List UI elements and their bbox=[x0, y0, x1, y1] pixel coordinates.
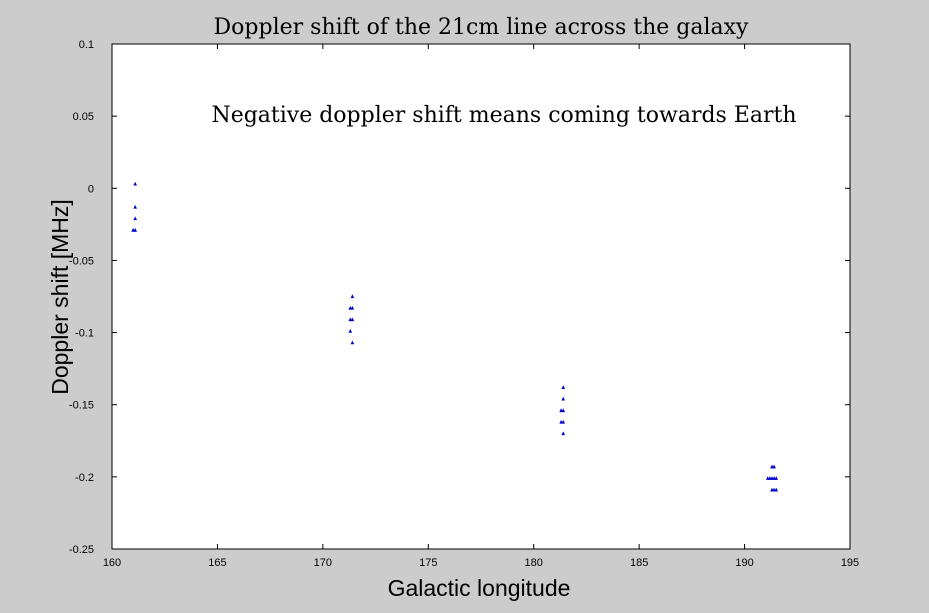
x-tick-label: 160 bbox=[103, 557, 121, 569]
y-tick-label: -0.15 bbox=[69, 400, 94, 412]
data-point bbox=[350, 340, 355, 345]
data-point bbox=[561, 385, 566, 389]
y-axis-label: Doppler shift [MHz] bbox=[47, 199, 73, 395]
y-tick-label: -0.25 bbox=[69, 544, 94, 556]
y-tick-label: -0.2 bbox=[75, 472, 94, 484]
plot-area bbox=[111, 43, 851, 550]
data-point bbox=[348, 328, 353, 333]
axis-ticks bbox=[111, 43, 851, 550]
data-point bbox=[772, 464, 776, 469]
data-point bbox=[133, 181, 137, 186]
data-point bbox=[561, 419, 566, 424]
axis-tick-labels: 160 165 170 175 180 185 190 195 -0.25 -0.2 -0.15 -0… bbox=[69, 39, 859, 569]
data-point bbox=[350, 305, 355, 310]
y-tick-label: 0 bbox=[88, 183, 94, 195]
chart-annotation: Negative doppler shift means coming towa… bbox=[211, 103, 796, 128]
data-point bbox=[561, 431, 566, 436]
data-point bbox=[133, 227, 137, 232]
data-point bbox=[774, 476, 778, 480]
data-point bbox=[774, 487, 778, 492]
chart-title: Doppler shift of the 21cm line across th… bbox=[214, 15, 749, 40]
x-axis-label: Galactic longitude bbox=[388, 575, 571, 601]
x-tick-label: 195 bbox=[841, 557, 859, 569]
x-tick-label: 190 bbox=[735, 557, 753, 569]
y-tick-label: -0.1 bbox=[75, 328, 94, 340]
data-point bbox=[561, 408, 566, 413]
data-point bbox=[350, 317, 355, 322]
data-markers bbox=[131, 181, 778, 492]
data-point bbox=[133, 216, 137, 221]
data-point bbox=[350, 294, 355, 299]
x-tick-label: 170 bbox=[314, 557, 332, 569]
y-tick-label: 0.05 bbox=[73, 111, 94, 123]
data-point bbox=[133, 204, 137, 209]
y-tick-label: -0.05 bbox=[69, 255, 94, 267]
x-tick-label: 165 bbox=[208, 557, 226, 569]
data-point bbox=[561, 396, 566, 401]
x-tick-label: 175 bbox=[419, 557, 437, 569]
y-tick-label: 0.1 bbox=[79, 39, 94, 51]
x-tick-label: 180 bbox=[525, 557, 543, 569]
x-tick-label: 185 bbox=[630, 557, 648, 569]
